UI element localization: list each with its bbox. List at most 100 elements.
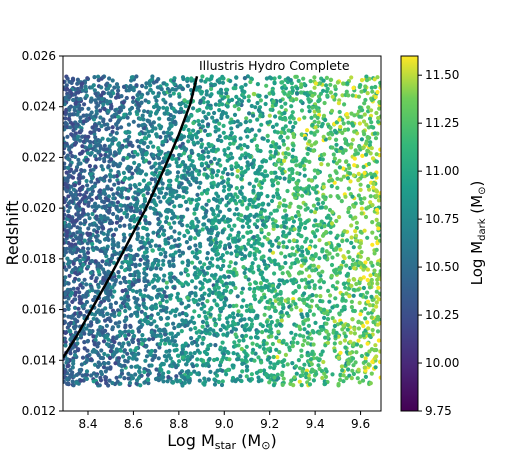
scatter-point: [343, 334, 348, 339]
scatter-point: [210, 247, 215, 252]
scatter-point: [128, 244, 133, 249]
scatter-point: [366, 256, 371, 262]
scatter-point: [258, 271, 263, 276]
scatter-point: [139, 100, 144, 105]
scatter-point: [310, 279, 315, 284]
scatter-point: [217, 102, 222, 107]
scatter-point: [253, 297, 258, 302]
scatter-point: [274, 122, 279, 127]
scatter-point: [125, 294, 131, 299]
scatter-point: [333, 247, 338, 252]
scatter-point: [149, 128, 155, 134]
scatter-point: [357, 121, 362, 126]
scatter-point: [246, 98, 251, 103]
scatter-point: [232, 137, 237, 143]
scatter-point: [146, 181, 151, 186]
scatter-point: [319, 219, 324, 224]
scatter-point: [272, 208, 277, 213]
scatter-point: [346, 120, 351, 125]
scatter-point: [199, 306, 204, 311]
scatter-point: [130, 339, 135, 345]
scatter-point: [90, 204, 95, 209]
scatter-point: [257, 299, 262, 304]
scatter-point: [162, 290, 167, 295]
scatter-point: [153, 257, 158, 263]
scatter-point: [151, 144, 156, 149]
scatter-point: [170, 308, 175, 313]
scatter-point: [355, 151, 360, 156]
scatter-point: [351, 123, 356, 128]
scatter-point: [127, 355, 132, 360]
scatter-point: [261, 222, 266, 227]
scatter-point: [145, 372, 151, 377]
scatter-point: [264, 94, 269, 99]
scatter-point: [108, 302, 113, 307]
scatter-point: [180, 355, 185, 360]
scatter-point: [248, 154, 253, 159]
scatter-point: [255, 313, 260, 318]
scatter-point: [325, 317, 331, 322]
scatter-point: [297, 217, 302, 222]
scatter-point: [348, 339, 353, 344]
scatter-point: [349, 240, 354, 245]
scatter-point: [285, 188, 290, 194]
scatter-point: [179, 301, 184, 306]
scatter-point: [136, 97, 141, 102]
scatter-point: [291, 290, 296, 295]
scatter-point: [65, 325, 70, 330]
scatter-point: [338, 247, 343, 252]
scatter-point: [107, 378, 112, 383]
scatter-point: [206, 122, 211, 127]
scatter-point: [84, 326, 89, 331]
scatter-point: [270, 250, 276, 255]
scatter-point: [376, 226, 381, 231]
scatter-point: [307, 109, 312, 114]
scatter-point: [73, 353, 78, 358]
scatter-point: [378, 191, 381, 196]
scatter-point: [281, 203, 286, 208]
scatter-point: [74, 196, 79, 201]
scatter-point: [356, 193, 361, 198]
scatter-point: [220, 228, 226, 233]
scatter-point: [181, 76, 186, 82]
scatter-point: [112, 289, 117, 294]
scatter-point: [134, 206, 140, 211]
scatter-point: [299, 354, 304, 359]
scatter-point: [265, 120, 270, 125]
scatter-point: [293, 302, 298, 307]
scatter-point: [320, 205, 325, 210]
scatter-point: [163, 337, 168, 343]
scatter-point: [119, 125, 124, 130]
scatter-point: [240, 286, 245, 291]
scatter-point: [214, 173, 219, 178]
scatter-point: [158, 199, 163, 204]
scatter-point: [280, 372, 285, 378]
scatter-point: [283, 124, 288, 129]
scatter-point: [227, 207, 232, 212]
scatter-point: [158, 300, 163, 306]
scatter-point: [303, 202, 308, 207]
scatter-point: [259, 255, 264, 260]
scatter-point: [377, 272, 381, 277]
scatter-point: [160, 186, 165, 191]
scatter-point: [139, 337, 144, 342]
scatter-point: [149, 363, 154, 368]
scatter-point: [225, 250, 230, 255]
scatter-point: [121, 170, 126, 175]
scatter-point: [63, 120, 68, 126]
scatter-point: [225, 331, 230, 336]
scatter-point: [258, 210, 264, 215]
scatter-point: [152, 211, 157, 216]
scatter-point: [190, 250, 195, 255]
scatter-point: [106, 137, 111, 143]
scatter-point: [249, 372, 254, 377]
scatter-point: [84, 178, 89, 184]
scatter-point: [324, 229, 329, 235]
scatter-point: [243, 214, 248, 219]
scatter-point: [85, 357, 90, 363]
scatter-point: [148, 205, 153, 210]
scatter-point: [210, 221, 216, 226]
scatter-point: [77, 138, 83, 143]
scatter-point: [328, 90, 333, 95]
scatter-point: [360, 153, 365, 158]
